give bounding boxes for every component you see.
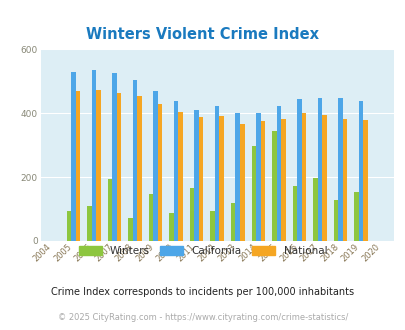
Bar (128, 217, 132, 241)
Bar (301, 113, 305, 241)
Bar (153, 91, 158, 241)
Bar (312, 178, 317, 241)
Bar (251, 146, 256, 241)
Text: Crime Index corresponds to incidents per 100,000 inhabitants: Crime Index corresponds to incidents per… (51, 287, 354, 297)
Bar (112, 74, 117, 241)
Bar (178, 112, 183, 241)
Bar (71, 72, 75, 241)
Bar (353, 192, 358, 241)
Bar (194, 110, 198, 241)
Legend: Winters, California, National: Winters, California, National (75, 242, 330, 260)
Bar (87, 206, 92, 241)
Bar (169, 213, 173, 241)
Bar (117, 92, 121, 241)
Bar (92, 70, 96, 241)
Bar (230, 203, 235, 241)
Bar (173, 101, 178, 241)
Bar (96, 90, 100, 241)
Bar (271, 131, 276, 241)
Bar (190, 188, 194, 241)
Bar (317, 98, 321, 241)
Text: Winters Violent Crime Index: Winters Violent Crime Index (86, 27, 319, 42)
Bar (358, 101, 362, 241)
Bar (333, 200, 337, 241)
Bar (198, 117, 203, 241)
Bar (321, 115, 326, 241)
Bar (66, 211, 71, 241)
Bar (210, 211, 214, 241)
Bar (107, 179, 112, 241)
Bar (75, 91, 80, 241)
Bar (235, 113, 239, 241)
Bar (256, 113, 260, 241)
Bar (280, 119, 285, 241)
Bar (296, 99, 301, 241)
Bar (342, 119, 346, 241)
Bar (158, 104, 162, 241)
Bar (239, 124, 244, 241)
Bar (219, 116, 224, 241)
Bar (260, 121, 264, 241)
Bar (337, 98, 342, 241)
Bar (137, 96, 141, 241)
Bar (149, 194, 153, 241)
Bar (362, 120, 367, 241)
Bar (214, 106, 219, 241)
Bar (276, 106, 280, 241)
Bar (292, 186, 296, 241)
Text: © 2025 CityRating.com - https://www.cityrating.com/crime-statistics/: © 2025 CityRating.com - https://www.city… (58, 313, 347, 322)
Bar (132, 80, 137, 241)
